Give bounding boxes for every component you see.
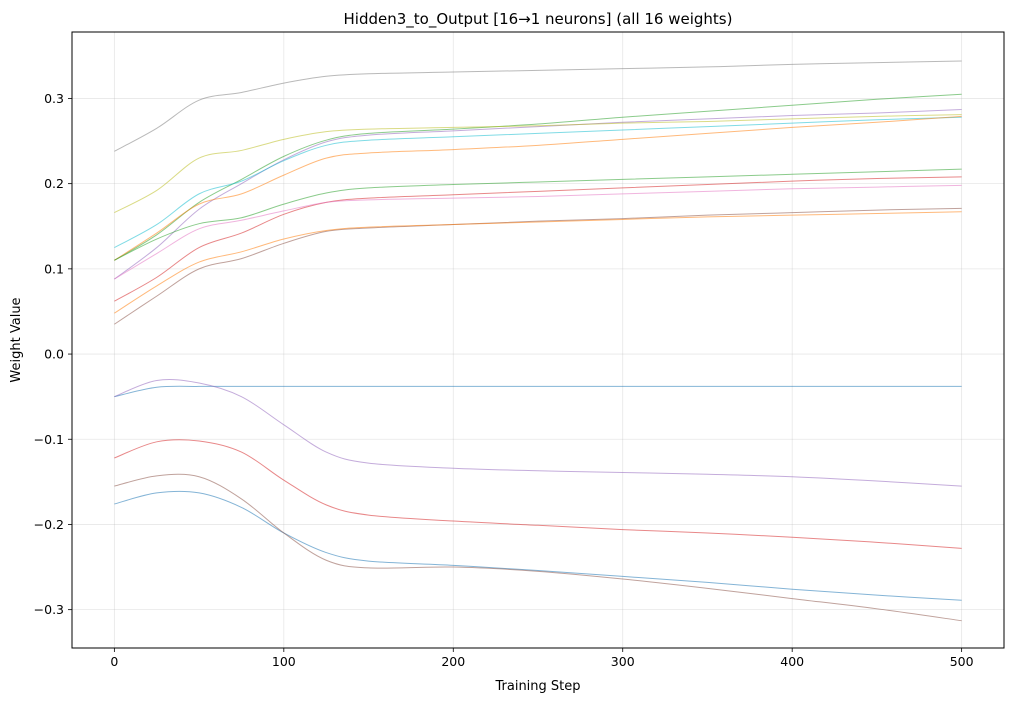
y-axis-ticks: −0.3 −0.2 −0.1 0.0 0.1 0.2 0.3 — [34, 91, 72, 617]
x-tick-label: 0 — [110, 654, 118, 669]
y-tick-label: −0.1 — [34, 432, 64, 447]
series-lines — [114, 60, 962, 622]
x-tick-label: 400 — [780, 654, 804, 669]
series-line-16 — [114, 473, 962, 622]
chart-title: Hidden3_to_Output [16→1 neurons] (all 16… — [344, 10, 733, 29]
y-tick-label: 0.3 — [44, 91, 64, 106]
series-line-11 — [114, 211, 962, 314]
series-line-4 — [114, 114, 962, 214]
x-tick-label: 300 — [611, 654, 635, 669]
series-line-15 — [114, 490, 962, 601]
x-tick-label: 200 — [441, 654, 465, 669]
x-tick-label: 500 — [950, 654, 974, 669]
plot-frame — [71, 31, 1005, 649]
grid-lines — [72, 32, 1004, 648]
y-tick-label: 0.0 — [44, 347, 64, 362]
y-axis-label: Weight Value — [9, 297, 24, 382]
series-line-9 — [114, 184, 962, 280]
series-line-2 — [114, 93, 962, 261]
x-axis-ticks: 0 100 200 300 400 500 — [110, 648, 974, 669]
y-tick-label: 0.1 — [44, 261, 64, 276]
series-line-5 — [114, 116, 962, 248]
y-tick-label: 0.2 — [44, 176, 64, 191]
series-line-13 — [114, 379, 962, 487]
x-axis-label: Training Step — [494, 679, 580, 694]
series-line-3 — [114, 109, 962, 280]
plot-background — [72, 32, 1004, 648]
y-tick-label: −0.3 — [34, 602, 64, 617]
x-tick-label: 100 — [272, 654, 296, 669]
series-line-7 — [114, 168, 962, 261]
series-line-8 — [114, 176, 962, 302]
series-line-1 — [114, 60, 962, 152]
series-line-6 — [114, 115, 962, 261]
y-tick-label: −0.2 — [34, 517, 64, 532]
series-line-14 — [114, 439, 962, 549]
